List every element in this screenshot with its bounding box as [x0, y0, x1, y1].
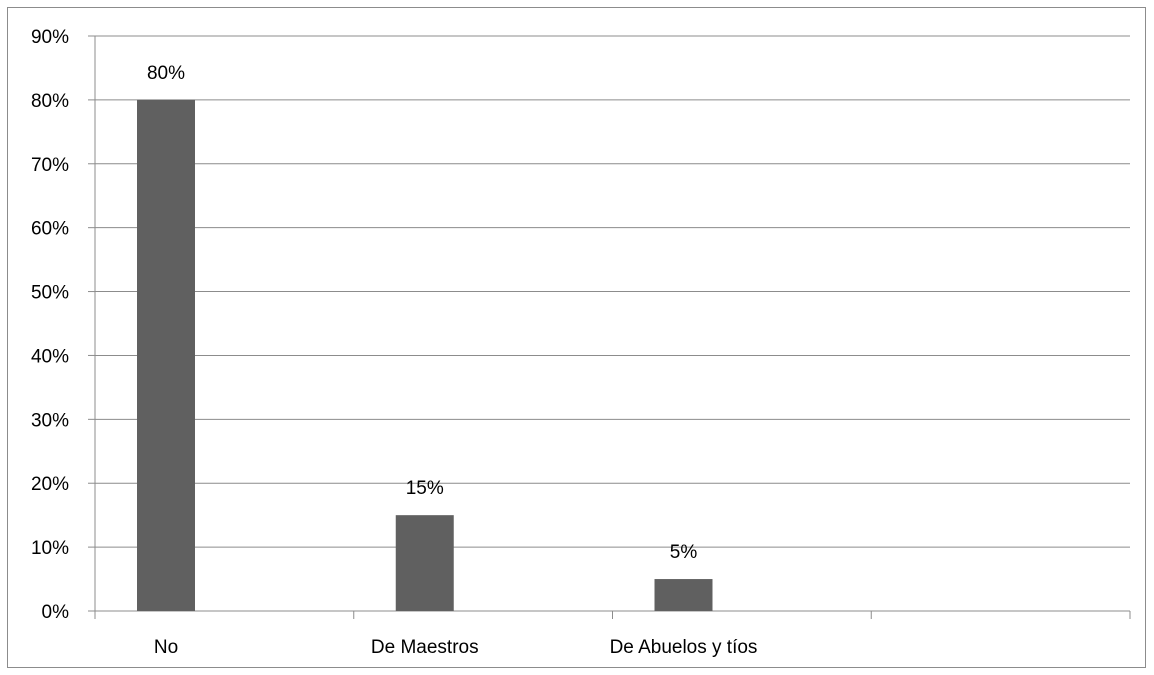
- y-tick-label: 60%: [31, 219, 69, 240]
- bars: [137, 99, 713, 611]
- x-category-label: De Maestros: [371, 637, 479, 658]
- x-category-label: De Abuelos y tíos: [610, 637, 758, 658]
- y-tick-label: 20%: [31, 474, 69, 495]
- data-label: 15%: [406, 478, 444, 499]
- x-category-label: No: [154, 637, 178, 658]
- gridlines: [95, 35, 1130, 548]
- y-tick-label: 10%: [31, 538, 69, 559]
- y-tick-label: 50%: [31, 283, 69, 304]
- data-label: 80%: [147, 63, 185, 84]
- chart-frame: [7, 7, 1146, 668]
- y-tick-label: 30%: [31, 410, 69, 431]
- y-tick-label: 80%: [31, 91, 69, 112]
- y-tick-label: 0%: [42, 602, 70, 623]
- y-tick-label: 70%: [31, 155, 69, 176]
- data-label: 5%: [670, 542, 698, 563]
- y-tick-label: 90%: [31, 27, 69, 48]
- labels: 0% 10% 20% 30% 40% 50% 60% 70% 80% 90% 80% No 15% De …: [31, 27, 757, 658]
- bar: [654, 579, 713, 611]
- axes: [88, 35, 1131, 619]
- bar: [395, 515, 454, 611]
- bar: [137, 99, 195, 611]
- y-tick-label: 40%: [31, 346, 69, 367]
